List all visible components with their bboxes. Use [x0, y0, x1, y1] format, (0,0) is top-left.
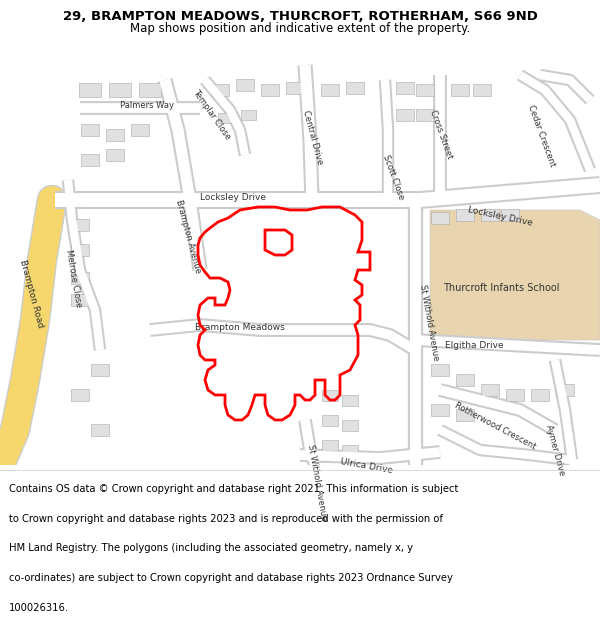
- Text: Brampton Avenue: Brampton Avenue: [173, 199, 202, 274]
- Bar: [431, 364, 449, 376]
- Bar: [71, 194, 89, 206]
- Bar: [91, 424, 109, 436]
- Bar: [71, 219, 89, 231]
- Text: Contains OS data © Crown copyright and database right 2021. This information is : Contains OS data © Crown copyright and d…: [9, 484, 458, 494]
- Bar: [342, 394, 358, 406]
- Bar: [91, 364, 109, 376]
- Bar: [396, 109, 414, 121]
- Bar: [451, 84, 469, 96]
- Bar: [473, 84, 491, 96]
- Bar: [109, 83, 131, 97]
- Bar: [456, 409, 474, 421]
- Bar: [481, 384, 499, 396]
- Bar: [81, 154, 99, 166]
- Bar: [241, 110, 256, 120]
- Bar: [71, 389, 89, 401]
- Text: to Crown copyright and database rights 2023 and is reproduced with the permissio: to Crown copyright and database rights 2…: [9, 514, 443, 524]
- Bar: [431, 212, 449, 224]
- Bar: [139, 83, 161, 97]
- Bar: [416, 84, 434, 96]
- Text: Cross Street: Cross Street: [428, 109, 454, 160]
- Bar: [322, 439, 338, 451]
- Bar: [342, 419, 358, 431]
- Bar: [79, 83, 101, 97]
- Bar: [218, 113, 233, 123]
- Bar: [71, 244, 89, 256]
- Text: Melrose Close: Melrose Close: [64, 249, 83, 309]
- Bar: [106, 149, 124, 161]
- Text: Locksley Drive: Locksley Drive: [200, 194, 266, 202]
- Bar: [531, 389, 549, 401]
- Text: Map shows position and indicative extent of the property.: Map shows position and indicative extent…: [130, 22, 470, 35]
- Bar: [261, 84, 279, 96]
- Bar: [342, 444, 358, 456]
- Bar: [456, 374, 474, 386]
- Text: 100026316.: 100026316.: [9, 602, 69, 612]
- Bar: [71, 294, 89, 306]
- Bar: [131, 124, 149, 136]
- Bar: [321, 84, 339, 96]
- Text: 29, BRAMPTON MEADOWS, THURCROFT, ROTHERHAM, S66 9ND: 29, BRAMPTON MEADOWS, THURCROFT, ROTHERH…: [62, 10, 538, 23]
- Bar: [506, 389, 524, 401]
- Bar: [556, 384, 574, 396]
- Text: Locksley Drive: Locksley Drive: [467, 206, 533, 228]
- Bar: [286, 82, 304, 94]
- Polygon shape: [430, 210, 600, 340]
- Bar: [501, 209, 519, 221]
- Text: Rotherwood Crescent: Rotherwood Crescent: [453, 401, 537, 451]
- Bar: [81, 124, 99, 136]
- Bar: [106, 129, 124, 141]
- Text: St Withold Avenue: St Withold Avenue: [418, 284, 440, 362]
- Bar: [396, 82, 414, 94]
- Text: St Withold Avenue: St Withold Avenue: [305, 444, 328, 522]
- Text: Brampton Meadows: Brampton Meadows: [195, 324, 285, 332]
- Text: Central Drive: Central Drive: [301, 109, 324, 165]
- Text: co-ordinates) are subject to Crown copyright and database rights 2023 Ordnance S: co-ordinates) are subject to Crown copyr…: [9, 573, 453, 583]
- Text: Elgitha Drive: Elgitha Drive: [445, 341, 503, 349]
- Text: Thurcroft Infants School: Thurcroft Infants School: [443, 283, 560, 293]
- Text: Palmers Way: Palmers Way: [120, 101, 174, 109]
- Text: Ulrica Drive: Ulrica Drive: [339, 458, 393, 476]
- Bar: [322, 414, 338, 426]
- Text: HM Land Registry. The polygons (including the associated geometry, namely x, y: HM Land Registry. The polygons (includin…: [9, 543, 413, 553]
- Bar: [71, 272, 89, 284]
- Bar: [456, 209, 474, 221]
- Text: Cedar Crescent: Cedar Crescent: [526, 104, 557, 168]
- Text: Aymer Drive: Aymer Drive: [544, 424, 566, 477]
- Bar: [211, 84, 229, 96]
- Bar: [346, 82, 364, 94]
- Bar: [431, 404, 449, 416]
- Text: Templar Close: Templar Close: [191, 88, 233, 141]
- Bar: [236, 79, 254, 91]
- Text: Brampton Road: Brampton Road: [17, 259, 44, 329]
- Bar: [481, 209, 499, 221]
- Bar: [416, 109, 434, 121]
- Text: Scott Close: Scott Close: [381, 154, 406, 201]
- Bar: [322, 389, 338, 401]
